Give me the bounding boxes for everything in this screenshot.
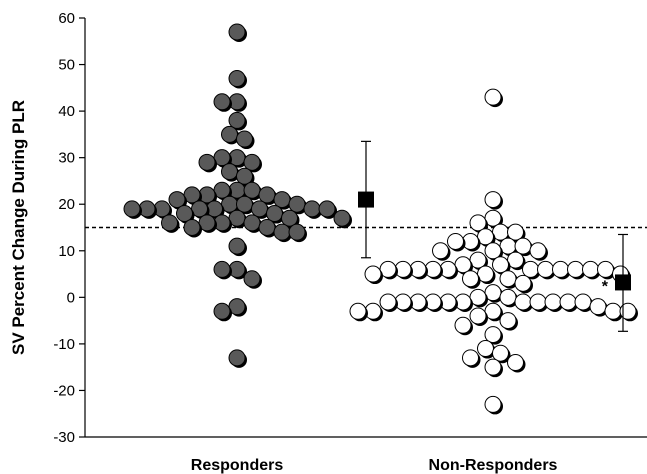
- data-point: [183, 219, 201, 236]
- data-point: [213, 260, 231, 278]
- data-point: [251, 200, 268, 218]
- data-point: [454, 316, 472, 334]
- data-point: [507, 223, 524, 241]
- data-point: [499, 312, 517, 330]
- summary-markers: *: [358, 140, 631, 332]
- data-point: [492, 344, 509, 362]
- data-point: [484, 191, 502, 209]
- data-point: [213, 302, 231, 320]
- data-point: [522, 260, 539, 278]
- data-point: [228, 70, 246, 88]
- y-axis-title: SV Percent Change During PLR: [9, 100, 28, 355]
- data-point: [582, 260, 599, 278]
- data-point: [318, 200, 336, 218]
- data-point: [484, 326, 502, 344]
- data-point: [236, 130, 253, 148]
- data-point: [567, 260, 584, 278]
- y-tick-label: 10: [58, 243, 75, 260]
- data-point: [469, 307, 487, 325]
- data-point: [176, 205, 193, 223]
- data-point: [447, 232, 464, 250]
- data-point: [243, 181, 261, 199]
- data-point: [243, 214, 261, 232]
- data-point: [492, 256, 509, 274]
- data-points: [123, 23, 638, 415]
- data-point: [484, 242, 502, 260]
- data-point: [484, 358, 502, 376]
- mean-marker: [615, 274, 631, 291]
- y-tick-label: 0: [67, 289, 75, 306]
- data-point: [243, 270, 261, 288]
- data-point: [228, 23, 246, 41]
- data-point: [236, 167, 253, 185]
- data-point: [161, 214, 178, 232]
- data-point: [213, 93, 231, 111]
- x-category-label: Non-Responders: [429, 457, 558, 474]
- mean-marker: [358, 191, 374, 208]
- data-point: [597, 260, 614, 278]
- data-point: [529, 242, 547, 260]
- data-point: [333, 209, 351, 227]
- data-point: [349, 302, 367, 320]
- data-point: [228, 349, 246, 367]
- data-point: [552, 260, 569, 278]
- y-tick-label: 60: [58, 10, 75, 27]
- data-point: [604, 302, 622, 320]
- data-point: [462, 270, 479, 288]
- data-point: [258, 186, 276, 204]
- data-point: [559, 293, 577, 311]
- data-point: [499, 270, 517, 288]
- x-category-label: Responders: [191, 457, 284, 474]
- y-tick-label: -20: [53, 382, 75, 399]
- data-point: [198, 153, 216, 171]
- data-point: [123, 200, 141, 218]
- y-tick-label: 40: [58, 103, 75, 120]
- data-point: [499, 288, 517, 306]
- significance-annotation: *: [602, 278, 609, 295]
- data-point: [484, 395, 502, 413]
- y-tick-label: 20: [58, 196, 75, 213]
- data-point: [236, 195, 253, 213]
- data-point: [589, 298, 607, 316]
- data-point: [243, 153, 261, 171]
- y-tick-label: 50: [58, 57, 75, 74]
- data-point: [432, 242, 449, 260]
- data-point: [168, 191, 186, 209]
- data-point: [544, 293, 562, 311]
- data-point: [514, 293, 532, 311]
- data-point: [273, 191, 291, 209]
- data-point: [529, 293, 547, 311]
- axes: -30 -20 -10 0 10 20 30 40 50 60: [53, 10, 647, 446]
- data-point: [507, 354, 524, 372]
- data-point: [273, 223, 291, 241]
- data-point: [303, 200, 321, 218]
- data-point: [364, 265, 382, 283]
- data-point: [514, 274, 532, 292]
- y-tick-label: -10: [53, 336, 75, 353]
- labels: Responders Non-Responders SV Percent Chang…: [9, 100, 558, 474]
- data-point: [266, 205, 283, 223]
- data-point: [228, 111, 246, 129]
- data-point: [469, 214, 487, 232]
- data-point: [228, 237, 246, 255]
- data-point: [281, 209, 298, 227]
- data-point: [288, 195, 306, 213]
- data-point: [619, 302, 637, 320]
- y-tick-label: 30: [58, 150, 75, 167]
- data-point: [379, 293, 397, 311]
- data-point: [537, 260, 554, 278]
- data-point: [221, 125, 238, 143]
- data-point: [221, 163, 238, 181]
- data-point: [574, 293, 592, 311]
- data-point: [514, 237, 532, 255]
- data-point: [484, 88, 502, 106]
- data-point: [258, 219, 276, 236]
- data-point: [477, 340, 494, 358]
- y-tick-label: -30: [53, 429, 75, 446]
- data-point: [288, 223, 306, 241]
- data-point: [462, 349, 479, 367]
